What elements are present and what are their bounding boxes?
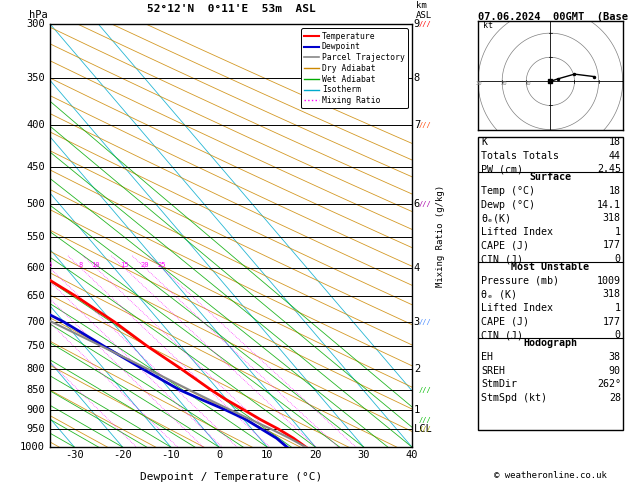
Text: 4: 4: [33, 262, 38, 268]
Text: 900: 900: [26, 405, 45, 415]
Text: 2.45: 2.45: [597, 164, 621, 174]
Text: 30: 30: [476, 81, 482, 86]
Text: hPa: hPa: [29, 10, 47, 20]
Text: 8: 8: [79, 262, 83, 268]
Text: Lifted Index: Lifted Index: [481, 227, 553, 237]
Text: 8: 8: [414, 73, 420, 84]
Text: 1: 1: [615, 303, 621, 313]
Text: 15: 15: [120, 262, 128, 268]
Text: ///: ///: [418, 319, 431, 325]
Text: ///: ///: [418, 426, 431, 432]
Text: -30: -30: [65, 450, 84, 460]
Text: 318: 318: [603, 213, 621, 223]
Text: 44: 44: [609, 151, 621, 161]
Text: kt: kt: [483, 21, 493, 30]
Text: 1000: 1000: [20, 442, 45, 452]
Text: Totals Totals: Totals Totals: [481, 151, 559, 161]
Text: 3: 3: [16, 262, 20, 268]
Text: Most Unstable: Most Unstable: [511, 262, 589, 272]
Text: Mixing Ratio (g/kg): Mixing Ratio (g/kg): [437, 185, 445, 287]
Text: 10: 10: [92, 262, 100, 268]
Text: 800: 800: [26, 364, 45, 374]
Text: Pressure (mb): Pressure (mb): [481, 276, 559, 286]
Text: 0: 0: [615, 330, 621, 340]
Text: 262°: 262°: [597, 379, 621, 389]
Text: LCL: LCL: [414, 424, 433, 434]
Text: Lifted Index: Lifted Index: [481, 303, 553, 313]
Text: 28: 28: [609, 393, 621, 403]
Text: 20: 20: [141, 262, 150, 268]
Text: © weatheronline.co.uk: © weatheronline.co.uk: [494, 471, 607, 480]
Text: θₑ (K): θₑ (K): [481, 290, 517, 299]
Text: 177: 177: [603, 241, 621, 250]
Text: 177: 177: [603, 317, 621, 327]
Text: 30: 30: [357, 450, 370, 460]
Text: 90: 90: [609, 365, 621, 376]
Text: 1009: 1009: [597, 276, 621, 286]
Text: 9: 9: [414, 19, 420, 29]
Text: θₑ(K): θₑ(K): [481, 213, 511, 223]
Text: 850: 850: [26, 385, 45, 395]
Text: 4: 4: [414, 263, 420, 273]
Text: 18: 18: [609, 137, 621, 147]
Text: 25: 25: [157, 262, 166, 268]
Legend: Temperature, Dewpoint, Parcel Trajectory, Dry Adiabat, Wet Adiabat, Isotherm, Mi: Temperature, Dewpoint, Parcel Trajectory…: [301, 28, 408, 108]
Text: 40: 40: [406, 450, 418, 460]
Text: Surface: Surface: [530, 173, 571, 182]
Text: 450: 450: [26, 162, 45, 172]
Text: 5: 5: [48, 262, 52, 268]
Text: 400: 400: [26, 121, 45, 130]
Text: 318: 318: [603, 290, 621, 299]
Text: PW (cm): PW (cm): [481, 164, 523, 174]
Text: ///: ///: [418, 387, 431, 393]
Text: 500: 500: [26, 199, 45, 208]
Text: 10: 10: [261, 450, 274, 460]
Text: K: K: [481, 137, 487, 147]
Text: CIN (J): CIN (J): [481, 330, 523, 340]
Text: -10: -10: [162, 450, 181, 460]
Text: Hodograph: Hodograph: [523, 338, 577, 348]
Text: CAPE (J): CAPE (J): [481, 317, 529, 327]
Text: -20: -20: [113, 450, 132, 460]
Text: 0: 0: [615, 254, 621, 264]
Text: 700: 700: [26, 317, 45, 327]
Text: 20: 20: [500, 81, 506, 86]
Text: 550: 550: [26, 232, 45, 242]
Text: ///: ///: [418, 122, 431, 128]
Text: ///: ///: [418, 21, 431, 27]
Text: 14.1: 14.1: [597, 200, 621, 209]
Text: 650: 650: [26, 291, 45, 301]
Text: km
ASL: km ASL: [416, 1, 431, 20]
Text: Dewpoint / Temperature (°C): Dewpoint / Temperature (°C): [140, 472, 322, 483]
Text: 20: 20: [309, 450, 322, 460]
Text: 0: 0: [216, 450, 222, 460]
Text: 750: 750: [26, 341, 45, 351]
Text: SREH: SREH: [481, 365, 505, 376]
Text: 350: 350: [26, 73, 45, 84]
Text: 7: 7: [414, 121, 420, 130]
Text: StmSpd (kt): StmSpd (kt): [481, 393, 547, 403]
Text: 950: 950: [26, 424, 45, 434]
Text: StmDir: StmDir: [481, 379, 517, 389]
Text: ///: ///: [418, 417, 431, 423]
Text: Temp (°C): Temp (°C): [481, 186, 535, 196]
Text: 300: 300: [26, 19, 45, 29]
Text: 07.06.2024  00GMT  (Base: 18): 07.06.2024 00GMT (Base: 18): [478, 12, 629, 22]
Text: 10: 10: [524, 81, 531, 86]
Text: ///: ///: [418, 201, 431, 207]
Text: 38: 38: [609, 352, 621, 362]
Text: CIN (J): CIN (J): [481, 254, 523, 264]
Text: Dewp (°C): Dewp (°C): [481, 200, 535, 209]
Text: 600: 600: [26, 263, 45, 273]
Text: 1: 1: [414, 405, 420, 415]
Text: 2: 2: [414, 364, 420, 374]
Text: 18: 18: [609, 186, 621, 196]
Text: CAPE (J): CAPE (J): [481, 241, 529, 250]
Text: 3: 3: [414, 317, 420, 327]
Text: 6: 6: [414, 199, 420, 208]
Text: EH: EH: [481, 352, 493, 362]
Text: 1: 1: [615, 227, 621, 237]
Text: 52°12'N  0°11'E  53m  ASL: 52°12'N 0°11'E 53m ASL: [147, 4, 316, 14]
